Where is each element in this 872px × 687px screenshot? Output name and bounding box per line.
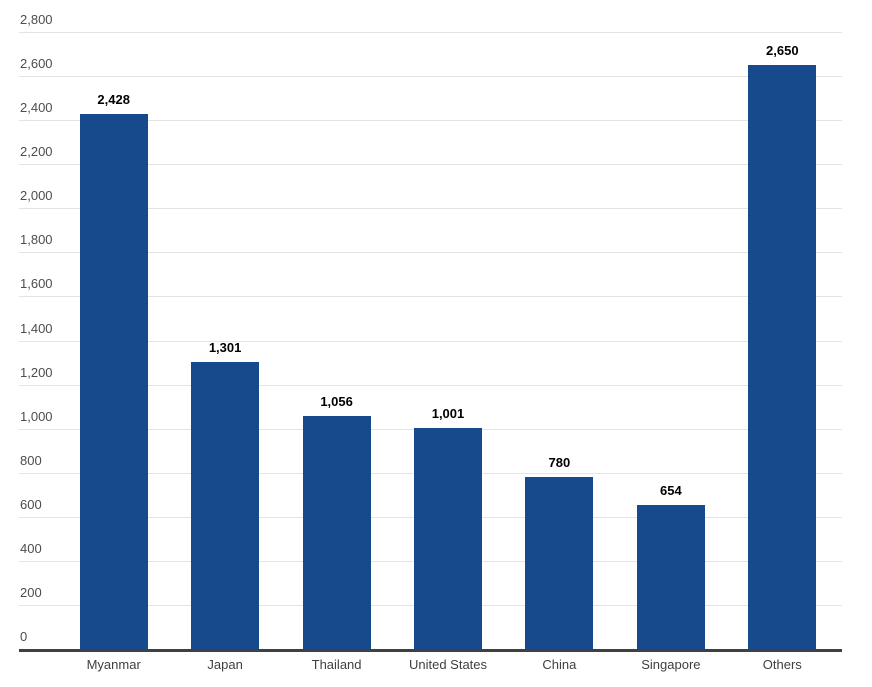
- y-axis-tick-label: 2,600: [20, 56, 53, 72]
- bar-china[interactable]: [525, 477, 594, 649]
- bar-value-label: 1,056: [320, 394, 353, 410]
- x-axis-label-united-states: United States: [408, 657, 488, 672]
- bar-others[interactable]: [748, 65, 817, 649]
- y-axis-tick-label: 200: [20, 584, 42, 600]
- y-axis-tick-label: 2,000: [20, 188, 53, 204]
- bar-value-label: 780: [548, 455, 571, 471]
- x-axis-label-singapore: Singapore: [641, 657, 701, 672]
- bar-singapore[interactable]: [636, 504, 705, 649]
- bar-value-label: 2,650: [766, 43, 799, 59]
- bar-value-label: 1,301: [208, 340, 242, 356]
- y-axis-tick-label: 2,200: [20, 144, 53, 160]
- bar-thailand[interactable]: [302, 416, 371, 649]
- y-axis-tick-label: 1,800: [20, 232, 53, 248]
- x-axis-label-thailand: Thailand: [311, 657, 362, 672]
- x-axis-label-japan: Japan: [207, 657, 243, 672]
- x-axis-label-myanmar: Myanmar: [86, 657, 141, 672]
- y-axis-tick-label: 2,400: [20, 100, 53, 116]
- gridline: [19, 76, 842, 78]
- y-axis-tick-label: 1,000: [20, 408, 53, 424]
- bar-myanmar[interactable]: [79, 114, 148, 649]
- y-axis-tick-label: 600: [20, 496, 42, 512]
- y-axis-tick-label: 400: [20, 540, 42, 556]
- y-axis-tick-label: 1,600: [20, 276, 53, 292]
- bar-value-label: 654: [660, 482, 682, 498]
- y-axis-tick-label: 1,400: [20, 320, 53, 336]
- bar-japan[interactable]: [191, 362, 260, 649]
- x-axis-label-others: Others: [762, 657, 802, 672]
- bar-value-label: 2,428: [97, 92, 130, 107]
- y-axis-tick-label: 1,200: [20, 364, 53, 380]
- bar-united-states[interactable]: [414, 428, 482, 649]
- x-axis-label-china: China: [542, 657, 577, 672]
- y-axis-tick-label: 2,800: [20, 12, 53, 27]
- y-axis-tick-label: 0: [20, 629, 28, 644]
- x-axis-line: [19, 649, 842, 652]
- bar-value-label: 1,001: [431, 406, 465, 422]
- gridline: [19, 32, 842, 33]
- y-axis-tick-label: 800: [20, 452, 42, 468]
